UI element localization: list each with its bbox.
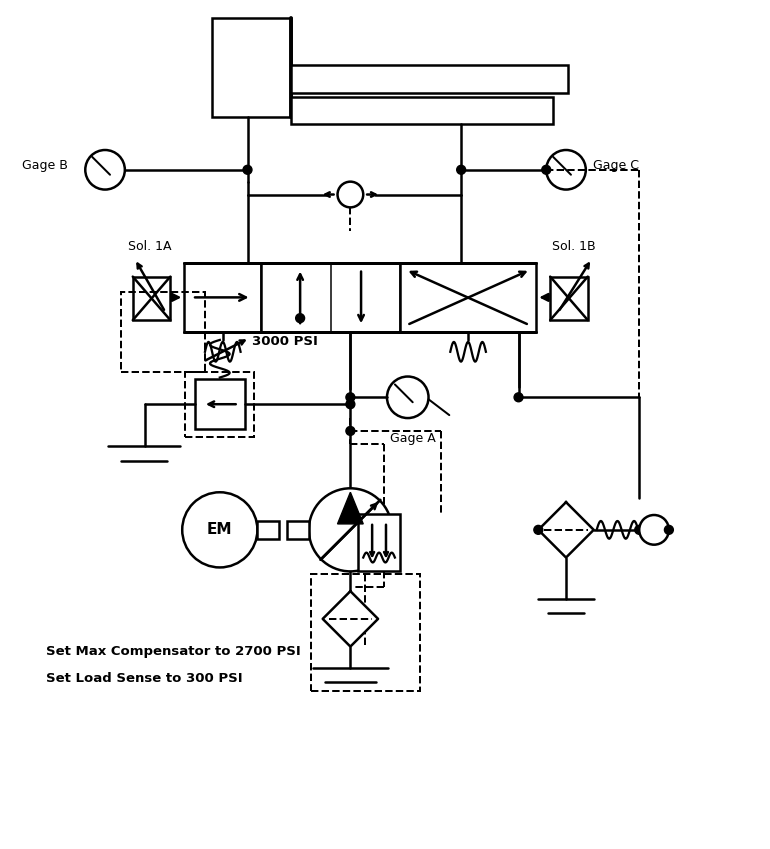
Circle shape bbox=[346, 426, 355, 436]
Circle shape bbox=[457, 166, 466, 174]
Bar bbox=[186, 372, 254, 437]
Text: Sol. 1B: Sol. 1B bbox=[552, 240, 596, 253]
Bar bbox=[358, 514, 400, 571]
Bar bbox=[291, 97, 553, 124]
Circle shape bbox=[514, 393, 523, 402]
Polygon shape bbox=[323, 591, 378, 647]
Circle shape bbox=[182, 492, 257, 567]
Text: Gage A: Gage A bbox=[390, 432, 436, 445]
Bar bbox=[132, 277, 170, 320]
Bar bbox=[311, 575, 420, 691]
Circle shape bbox=[346, 400, 355, 408]
Text: Gage B: Gage B bbox=[22, 160, 68, 172]
Circle shape bbox=[546, 150, 586, 189]
Text: Gage C: Gage C bbox=[593, 160, 639, 172]
Circle shape bbox=[534, 526, 543, 534]
Circle shape bbox=[346, 393, 355, 402]
Circle shape bbox=[665, 526, 673, 534]
Bar bbox=[257, 521, 280, 539]
Text: EM: EM bbox=[207, 522, 233, 537]
Bar bbox=[212, 19, 291, 117]
Circle shape bbox=[309, 488, 392, 571]
Bar bbox=[291, 65, 568, 93]
Bar bbox=[195, 380, 245, 429]
Bar bbox=[261, 263, 400, 332]
Circle shape bbox=[243, 166, 252, 174]
Circle shape bbox=[542, 166, 551, 174]
Text: Set Load Sense to 300 PSI: Set Load Sense to 300 PSI bbox=[45, 672, 243, 685]
Text: Sol. 1A: Sol. 1A bbox=[128, 240, 171, 253]
Bar bbox=[551, 277, 588, 320]
Bar bbox=[287, 521, 309, 539]
Circle shape bbox=[296, 314, 305, 323]
Circle shape bbox=[337, 182, 363, 207]
Bar bbox=[400, 263, 537, 332]
Bar bbox=[121, 292, 205, 372]
Circle shape bbox=[85, 150, 125, 189]
Polygon shape bbox=[538, 502, 594, 558]
Bar bbox=[184, 263, 261, 332]
Circle shape bbox=[634, 526, 644, 534]
Text: 3000 PSI: 3000 PSI bbox=[253, 335, 318, 348]
Polygon shape bbox=[337, 492, 363, 524]
Text: Set Max Compensator to 2700 PSI: Set Max Compensator to 2700 PSI bbox=[45, 645, 300, 658]
Circle shape bbox=[639, 515, 669, 545]
Circle shape bbox=[387, 376, 429, 418]
